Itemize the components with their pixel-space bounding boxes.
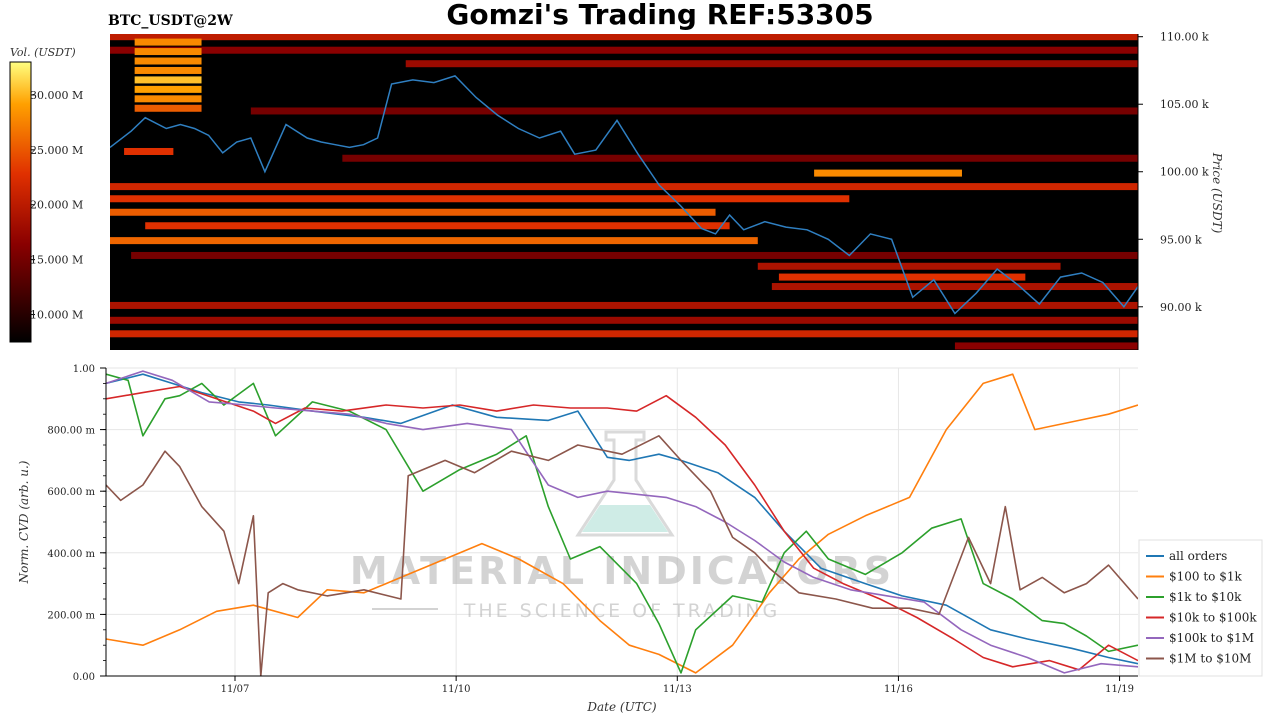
heatmap-band <box>110 195 850 203</box>
legend-box <box>1138 539 1263 677</box>
y-tick-label: 200.00 m <box>47 610 95 621</box>
chart-title: Gomzi's Trading REF:53305 <box>446 0 873 31</box>
price-line <box>110 75 1138 315</box>
cvd-y-label: Norm. CVD (arb. u.) <box>17 460 31 584</box>
heatmap-band <box>405 60 1138 68</box>
heatmap-band <box>110 208 716 216</box>
heatmap-band <box>110 316 1138 324</box>
y-tick-label: 0.00 <box>73 672 95 683</box>
series-line--10k-to-100k <box>106 385 1138 671</box>
cvd-x-label: Date (UTC) <box>586 700 656 714</box>
series-line--1m-to-10m <box>106 435 1138 676</box>
price-tick-label: 100.00 k <box>1160 166 1209 179</box>
x-tick-label: 11/07 <box>221 684 250 695</box>
legend: all orders $100 to $1k $1k to $10k $10k to … <box>1138 539 1263 677</box>
heatmap-band <box>110 301 1138 309</box>
heatmap-band <box>814 169 962 177</box>
heatmap-band <box>134 104 202 112</box>
legend-entry: $10k to $100k <box>1169 611 1257 625</box>
price-tick-label: 105.00 k <box>1160 98 1209 111</box>
colorbar-tick-label: 30.000 M <box>30 89 83 102</box>
x-tick-label: 11/16 <box>884 684 913 695</box>
y-tick-label: 1.00 <box>73 364 95 375</box>
colorbar: Vol. (USDT) 30.000 M 25.000 M 20.000 M 15.0… <box>9 46 83 343</box>
y-tick-label: 600.00 m <box>47 487 95 498</box>
price-tick-label: 110.00 k <box>1160 31 1209 44</box>
heatmap-band <box>110 183 1138 191</box>
heatmap-band <box>778 273 1026 281</box>
heatmap-band <box>134 95 202 103</box>
heatmap-band <box>124 147 174 155</box>
x-tick-label: 11/19 <box>1105 684 1134 695</box>
price-tick-label: 95.00 k <box>1160 233 1202 246</box>
heatmap-band <box>134 85 202 93</box>
price-axis-label: Price (USDT) <box>1210 152 1224 234</box>
symbol-label: BTC_USDT@2W <box>108 13 233 29</box>
legend-entry: $1k to $10k <box>1169 590 1242 604</box>
heatmap-band <box>954 342 1138 350</box>
heatmap-band <box>110 330 1138 338</box>
heatmap-band <box>342 154 1138 162</box>
y-tick-label: 400.00 m <box>47 549 95 560</box>
colorbar-tick-label: 25.000 M <box>30 144 83 157</box>
legend-entry: $100 to $1k <box>1169 570 1242 584</box>
flask-icon <box>575 430 675 537</box>
heatmap-band <box>134 76 202 84</box>
x-tick-label: 11/10 <box>442 684 471 695</box>
watermark-tagline: THE SCIENCE OF TRADING <box>463 600 781 622</box>
colorbar-gradient <box>9 61 32 343</box>
heatmap-band <box>757 262 1061 270</box>
colorbar-tick-label: 20.000 M <box>30 199 83 212</box>
colorbar-tick-label: 10.000 M <box>30 309 83 322</box>
heatmap-band <box>110 46 1138 54</box>
cvd-panel: MATERIAL INDICATORS THE SCIENCE OF TRADI… <box>17 364 1138 714</box>
legend-entry: $100k to $1M <box>1169 631 1254 645</box>
heatmap-band <box>110 34 1138 41</box>
legend-entry: all orders <box>1169 549 1227 563</box>
heatmap-band <box>145 222 730 230</box>
heatmap-band <box>771 283 1138 291</box>
series-line-all-orders <box>106 373 1138 665</box>
heatmap-band <box>134 48 202 56</box>
series-line--100k-to-1m <box>106 370 1138 674</box>
heatmap-band <box>131 251 1138 259</box>
watermark-main: MATERIAL INDICATORS <box>350 549 894 593</box>
heatmap-band <box>110 237 758 245</box>
series-line--1k-to-10k <box>106 373 1138 674</box>
legend-entry: $1M to $10M <box>1169 652 1251 666</box>
heatmap-band <box>134 57 202 65</box>
heatmap-panel: 110.00 k 105.00 k 100.00 k 95.00 k 90.00 k P… <box>110 31 1224 350</box>
colorbar-tick-label: 15.000 M <box>30 254 83 267</box>
x-tick-label: 11/13 <box>663 684 692 695</box>
heatmap-background <box>110 34 1138 350</box>
heatmap-band <box>134 38 202 46</box>
y-tick-label: 800.00 m <box>47 426 95 437</box>
price-tick-label: 90.00 k <box>1160 301 1202 314</box>
heatmap-band <box>134 66 202 74</box>
colorbar-label: Vol. (USDT) <box>10 46 76 59</box>
flask-liquid <box>582 505 668 532</box>
heatmap-band <box>250 107 1138 115</box>
